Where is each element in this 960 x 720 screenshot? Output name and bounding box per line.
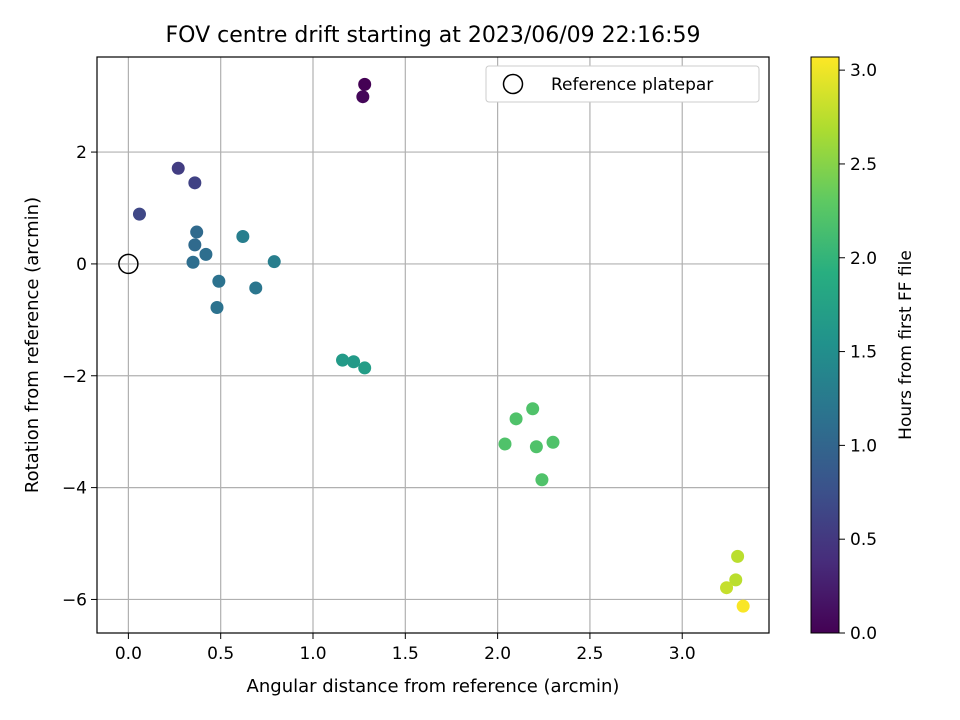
- grid-lines: [97, 57, 769, 633]
- x-tick-label: 0.5: [207, 644, 234, 664]
- y-tick-label: −2: [62, 367, 87, 387]
- data-point: [212, 274, 226, 288]
- data-point: [249, 281, 263, 295]
- data-point: [336, 353, 350, 367]
- x-tick-label: 1.5: [392, 644, 419, 664]
- x-tick-label: 0.0: [115, 644, 142, 664]
- legend-box: [485, 65, 760, 103]
- data-point: [267, 255, 281, 269]
- legend: Reference platepar: [485, 65, 760, 103]
- colorbar-tick-label: 0.0: [850, 624, 877, 644]
- colorbar-ticks: 0.0 0.5 1.0 1.5 2.0 2.5 3.0: [839, 61, 877, 644]
- y-tick-label: 0: [76, 255, 87, 275]
- x-axis-ticks: 0.0 0.5 1.0 1.5 2.0 2.5 3.0: [115, 633, 696, 664]
- data-points: [132, 77, 750, 613]
- data-point: [498, 437, 512, 451]
- y-tick-label: −6: [62, 590, 87, 610]
- data-point: [729, 573, 743, 587]
- x-tick-label: 2.5: [576, 644, 603, 664]
- data-point: [720, 581, 734, 595]
- data-point: [736, 599, 750, 613]
- data-point: [526, 402, 540, 416]
- data-point: [731, 549, 745, 563]
- colorbar-tick-label: 3.0: [850, 61, 877, 81]
- data-point: [186, 255, 200, 269]
- x-tick-label: 2.0: [484, 644, 511, 664]
- y-tick-label: −4: [62, 479, 87, 499]
- data-point: [529, 440, 543, 454]
- data-point: [210, 301, 224, 315]
- y-tick-label: 2: [76, 143, 87, 163]
- x-tick-label: 1.0: [299, 644, 326, 664]
- colorbar-tick-label: 0.5: [850, 530, 877, 550]
- x-axis-label: Angular distance from reference (arcmin): [247, 676, 620, 697]
- legend-label: Reference platepar: [551, 75, 713, 95]
- y-axis-ticks: −6 −4 −2 0 2: [62, 143, 97, 610]
- data-point: [535, 473, 549, 487]
- data-point: [509, 412, 523, 426]
- chart-title: FOV centre drift starting at 2023/06/09 …: [166, 23, 701, 48]
- data-point: [190, 225, 204, 239]
- data-point: [358, 77, 372, 91]
- data-point: [199, 247, 213, 261]
- data-point: [188, 176, 202, 190]
- x-tick-label: 3.0: [669, 644, 696, 664]
- y-axis-label: Rotation from reference (arcmin): [22, 197, 43, 493]
- reference-platepar-marker: [118, 253, 139, 275]
- colorbar: [810, 56, 840, 634]
- data-point: [356, 90, 370, 104]
- colorbar-label: Hours from first FF file: [896, 250, 916, 440]
- colorbar-tick-label: 1.5: [850, 343, 877, 363]
- plot-frame: [96, 56, 770, 634]
- data-point: [358, 361, 372, 375]
- colorbar-tick-label: 1.0: [850, 436, 877, 456]
- data-point: [171, 161, 185, 175]
- colorbar-tick-label: 2.5: [850, 155, 877, 175]
- data-point: [347, 355, 361, 369]
- data-point: [132, 207, 146, 221]
- colorbar-tick-label: 2.0: [850, 249, 877, 269]
- data-point: [188, 238, 202, 252]
- data-point: [236, 230, 250, 244]
- legend-open-circle-marker: [502, 73, 524, 95]
- data-point: [546, 435, 560, 449]
